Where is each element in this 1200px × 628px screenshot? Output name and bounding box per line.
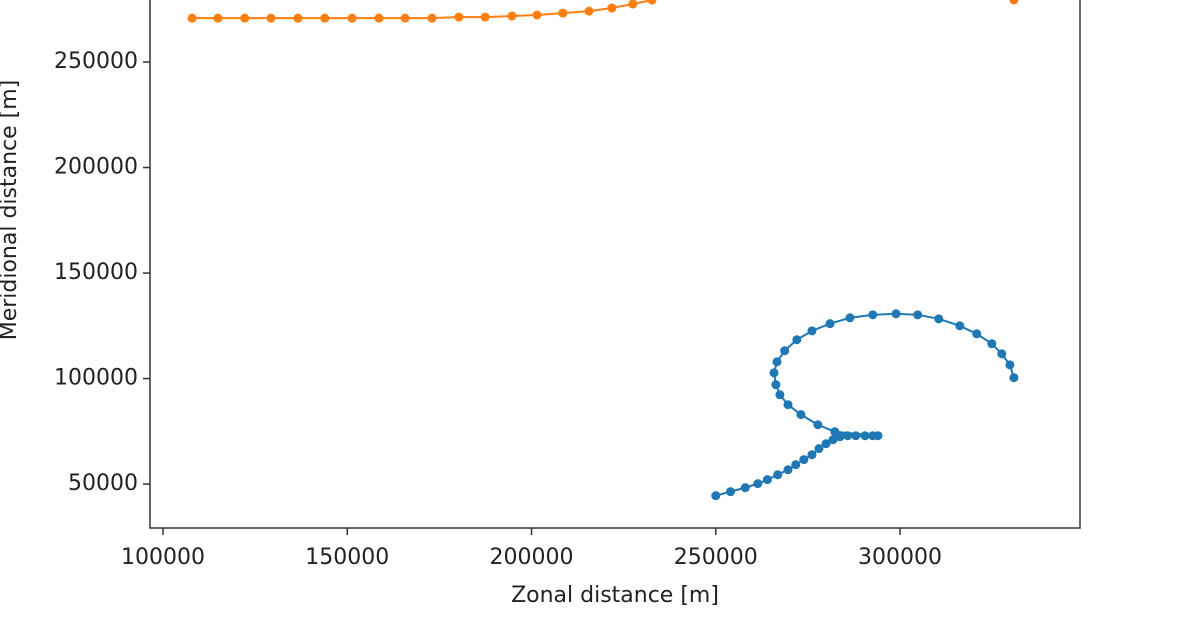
point — [821, 439, 831, 449]
point — [845, 313, 855, 323]
point — [762, 475, 772, 485]
point — [427, 13, 437, 23]
point — [753, 479, 763, 489]
point — [266, 13, 276, 23]
point — [828, 435, 838, 445]
point — [584, 6, 594, 16]
point — [240, 13, 250, 23]
point — [772, 357, 782, 367]
y-tick-label: 200000 — [54, 155, 138, 180]
point — [347, 13, 357, 23]
point — [507, 11, 517, 21]
x-tick-label: 150000 — [305, 545, 389, 570]
point — [860, 431, 870, 441]
point — [791, 460, 801, 470]
series-line — [192, 0, 1014, 18]
y-tick-label: 50000 — [68, 471, 138, 496]
axes-frame — [149, 0, 1081, 529]
point — [783, 465, 793, 475]
point — [628, 0, 638, 9]
point — [213, 13, 223, 23]
point — [913, 310, 923, 320]
y-tick-label: 100000 — [54, 366, 138, 391]
point — [320, 13, 330, 23]
point — [987, 339, 997, 349]
point — [868, 310, 878, 320]
point — [454, 12, 464, 22]
point — [532, 10, 542, 20]
point — [400, 13, 410, 23]
point — [374, 13, 384, 23]
point — [807, 326, 817, 336]
point — [843, 431, 853, 441]
x-axis-label: Zonal distance [m] — [511, 583, 719, 608]
series-line — [715, 312, 1015, 497]
point — [873, 431, 883, 441]
point — [771, 380, 781, 390]
point — [711, 491, 721, 501]
point — [934, 314, 944, 324]
point — [807, 450, 817, 460]
point — [1009, 373, 1019, 383]
point — [799, 455, 809, 465]
point — [997, 349, 1007, 359]
point — [775, 390, 785, 400]
x-tick-label: 250000 — [674, 545, 758, 570]
point — [1009, 0, 1019, 5]
point — [830, 427, 840, 437]
point — [825, 319, 835, 329]
point — [814, 444, 824, 454]
point — [607, 3, 617, 13]
x-tick-label: 200000 — [490, 545, 574, 570]
point — [187, 13, 197, 23]
x-tick-label: 100000 — [121, 545, 205, 570]
point — [796, 410, 806, 420]
y-tick-label: 150000 — [54, 260, 138, 285]
point — [293, 13, 303, 23]
point — [972, 329, 982, 339]
point — [783, 400, 793, 410]
point — [558, 8, 568, 18]
point — [1005, 360, 1015, 370]
point — [647, 0, 657, 5]
x-tick-label: 300000 — [858, 545, 942, 570]
point — [780, 346, 790, 356]
point — [480, 12, 490, 22]
point — [792, 335, 802, 345]
point — [813, 420, 823, 430]
point — [773, 470, 783, 480]
point — [740, 483, 750, 493]
y-axis-label: Meridional distance [m] — [0, 80, 22, 341]
point — [955, 321, 965, 331]
point — [769, 368, 779, 378]
point — [726, 487, 736, 497]
y-tick-label: 250000 — [54, 49, 138, 74]
point — [851, 431, 861, 441]
plot-area — [187, 0, 1019, 501]
point — [891, 309, 901, 319]
